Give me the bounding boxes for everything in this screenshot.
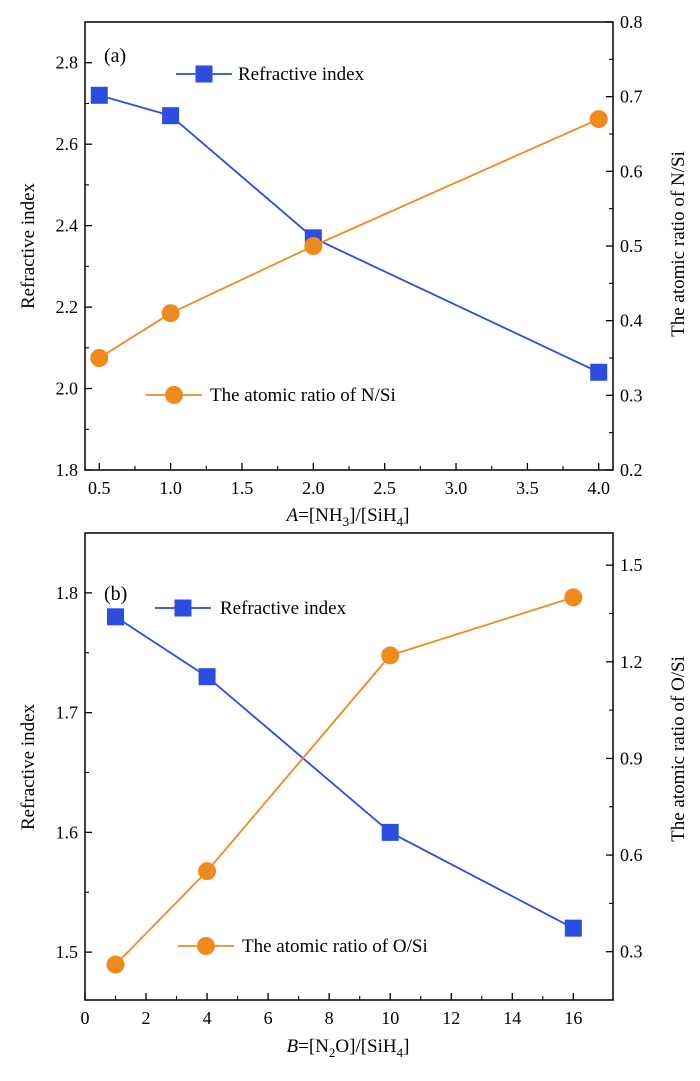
legend-label: The atomic ratio of O/Si	[242, 936, 428, 957]
x-tick-label: 1.0	[159, 478, 182, 498]
y-right-axis-title: The atomic ratio of O/Si	[668, 656, 689, 842]
y-left-tick-label: 2.8	[56, 53, 79, 73]
legend-label: The atomic ratio of N/Si	[210, 385, 396, 406]
y-right-tick-label: 0.6	[620, 161, 643, 181]
x-tick-label: 16	[564, 1008, 582, 1028]
y-right-axis-title: The atomic ratio of N/Si	[668, 151, 689, 337]
legend-label: Refractive index	[238, 64, 365, 85]
y-right-tick-label: 0.9	[620, 748, 643, 768]
y-right-tick-label: 0.3	[620, 942, 643, 962]
chart-panel-b: 0 2 4 6 8 10 12 14 16 1.5 1.6 1.7 1.8 0.3 0.6 0.9 1.2 1.5…	[18, 532, 689, 1060]
y-left-tick-label: 2.2	[56, 297, 79, 317]
plot-frame	[84, 532, 614, 1001]
panel-label: (b)	[104, 583, 127, 605]
y-right-tick-label: 0.2	[620, 460, 643, 480]
y-left-tick-label: 1.5	[56, 942, 79, 962]
x-axis-title-mid: ]/[SiH	[349, 505, 397, 526]
y-left-tick-label: 2.4	[56, 216, 79, 236]
x-tick-label: 1.5	[231, 478, 254, 498]
x-axis-title-mid: O]/[SiH	[335, 1036, 397, 1057]
atomic-ratio-point	[90, 349, 109, 367]
y-right-tick-label: 0.4	[620, 311, 643, 331]
y-right-tick-label: 1.2	[620, 652, 643, 672]
refractive-index-point	[162, 107, 180, 125]
legend-square-marker	[195, 65, 213, 83]
x-axis-title-italic: B	[287, 1036, 299, 1057]
panel-label: (a)	[104, 45, 126, 67]
x-axis-title-italic: A	[285, 505, 299, 526]
y-right-tick-label: 0.6	[620, 845, 643, 865]
x-axis-title-rest: =[NH	[298, 505, 343, 526]
legend-circle-marker	[165, 386, 183, 404]
y-left-tick-label: 2.0	[56, 379, 79, 399]
legend-square-marker	[174, 599, 192, 617]
atomic-ratio-point	[198, 862, 217, 881]
x-tick-label: 0	[81, 1008, 90, 1028]
y-left-axis-title: Refractive index	[18, 703, 39, 830]
x-axis-title-end: ]	[403, 1036, 409, 1057]
x-tick-label: 6	[264, 1008, 273, 1028]
x-axis-title-sub2: 4	[397, 514, 404, 529]
legend-label: Refractive index	[220, 598, 347, 619]
y-left-axis-title: Refractive index	[18, 182, 39, 309]
refractive-index-point	[590, 363, 608, 381]
refractive-index-point	[107, 608, 125, 626]
legend-entry-refractive-index: Refractive index	[176, 64, 365, 85]
x-axis-title-sub1: 2	[329, 1045, 336, 1060]
x-axis-title-rest: =[N	[298, 1036, 329, 1057]
x-tick-label: 0.5	[88, 478, 111, 498]
y-left-tick-label: 1.7	[56, 703, 79, 723]
y-right-tick-label: 0.3	[620, 385, 643, 405]
refractive-index-line	[99, 94, 600, 374]
x-tick-label: 12	[442, 1008, 460, 1028]
x-axis-title: A=[NH3]/[SiH4]	[285, 505, 410, 529]
x-tick-label: 4	[203, 1008, 212, 1028]
y-left-tick-label: 1.8	[56, 583, 79, 603]
legend-entry-refractive-index: Refractive index	[155, 598, 347, 619]
legend-entry-atomic-ratio: The atomic ratio of N/Si	[146, 385, 396, 406]
refractive-index-point	[564, 919, 582, 937]
x-axis-title-sub1: 3	[343, 514, 350, 529]
atomic-ratio-point	[106, 955, 125, 974]
refractive-index-point	[90, 86, 108, 104]
atomic-ratio-point	[161, 304, 180, 323]
x-tick-label: 2.5	[373, 478, 396, 498]
refractive-index-line	[115, 616, 574, 929]
atomic-ratio-line	[98, 118, 600, 359]
x-tick-label: 10	[381, 1008, 399, 1028]
atomic-ratio-point	[381, 646, 400, 665]
y-left-tick-label: 1.6	[56, 822, 79, 842]
y-left-tick-label: 1.8	[56, 460, 79, 480]
y-right-tick-label: 0.8	[620, 12, 643, 32]
y-right-tick-label: 0.7	[620, 87, 643, 107]
x-tick-label: 8	[325, 1008, 334, 1028]
y-right-tick-label: 1.5	[620, 555, 643, 575]
x-axis-title-end: ]	[403, 505, 409, 526]
x-tick-label: 4.0	[587, 478, 610, 498]
legend-circle-marker	[197, 937, 215, 955]
x-axis-title-sub2: 4	[397, 1045, 404, 1060]
legend-entry-atomic-ratio: The atomic ratio of O/Si	[178, 936, 428, 957]
atomic-ratio-point	[589, 110, 608, 129]
atomic-ratio-line	[114, 596, 574, 966]
x-tick-label: 2	[142, 1008, 151, 1028]
x-tick-label: 2.0	[302, 478, 325, 498]
y-right-tick-label: 0.5	[620, 236, 643, 256]
x-tick-label: 3.5	[516, 478, 539, 498]
refractive-index-point	[198, 668, 216, 686]
refractive-index-point	[381, 823, 399, 841]
chart-panel-a: 0.5 1.0 1.5 2.0 2.5 3.0 3.5 4.0 1.8 2.0 2.2 2.4 2.6 2…	[18, 12, 689, 529]
atomic-ratio-point	[304, 237, 323, 255]
x-axis-title: B=[N2O]/[SiH4]	[287, 1036, 410, 1060]
y-left-tick-label: 2.6	[56, 134, 79, 154]
x-tick-label: 14	[503, 1008, 521, 1028]
atomic-ratio-point	[564, 588, 583, 607]
x-tick-label: 3.0	[445, 478, 468, 498]
